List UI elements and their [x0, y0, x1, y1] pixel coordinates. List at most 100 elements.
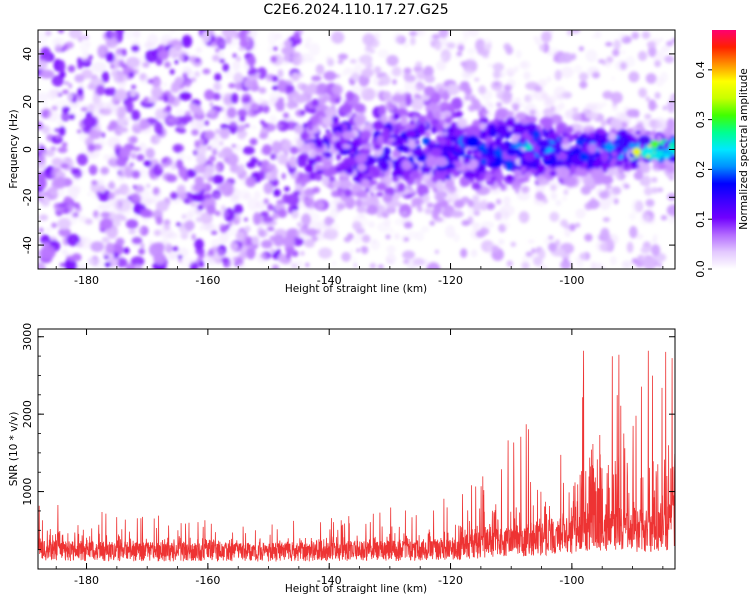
heatmap-cell	[191, 129, 199, 136]
heatmap-cell	[176, 151, 185, 162]
snr-y-ticks: 1000 2000 3000	[21, 323, 675, 551]
heatmap-cell	[277, 69, 284, 78]
heatmap-cell	[143, 160, 152, 167]
heatmap-cell	[643, 186, 653, 196]
heatmap-cell	[230, 92, 239, 104]
heatmap-cell	[418, 115, 426, 124]
heatmap-cell	[193, 164, 207, 174]
heatmap-cell	[550, 184, 557, 191]
heatmap-cell	[271, 264, 280, 269]
colorbar-tick-label: 0.4	[694, 61, 707, 79]
heatmap-cell	[414, 139, 420, 145]
heatmap-cell	[138, 142, 147, 154]
heatmap-cell	[575, 166, 582, 176]
heatmap-cell	[252, 212, 262, 226]
heatmap-cell	[131, 236, 143, 245]
heatmap-cell	[487, 41, 493, 46]
heatmap-cell	[212, 54, 220, 62]
x-tick-label: -160	[195, 274, 220, 287]
heatmap-cell	[239, 115, 246, 122]
heatmap-cell	[549, 47, 560, 56]
heatmap-cell	[656, 134, 662, 143]
heatmap-cell	[386, 55, 399, 67]
heatmap-cell	[606, 233, 619, 246]
heatmap-cell	[131, 84, 137, 90]
heatmap-cell	[361, 178, 370, 188]
colorbar-label: Normalized spectral amplitude	[738, 68, 750, 229]
heatmap-cell	[658, 262, 662, 268]
heatmap-cell	[426, 110, 434, 120]
heatmap-cell	[378, 264, 384, 269]
heatmap-cell	[116, 117, 128, 126]
heatmap-cell	[38, 198, 45, 203]
heatmap-cell	[444, 140, 453, 147]
heatmap-cell	[336, 189, 343, 197]
heatmap-cell	[266, 163, 277, 170]
heatmap-cell	[90, 241, 105, 253]
heatmap-cell	[564, 227, 571, 238]
heatmap-cell	[416, 184, 429, 198]
heatmap-cell	[168, 252, 178, 261]
heatmap-cell	[439, 55, 446, 61]
heatmap-cell	[176, 222, 182, 227]
heatmap-cell	[310, 154, 315, 159]
heatmap-cell	[422, 137, 430, 145]
colorbar: 0.0 0.1 0.2 0.3 0.4 Normalized spectral ampl…	[694, 30, 750, 278]
heatmap-cell	[39, 145, 45, 152]
heatmap-cell	[185, 155, 193, 162]
heatmap-cell	[232, 38, 238, 47]
heatmap-cell	[654, 60, 661, 68]
heatmap-cell	[587, 66, 600, 75]
heatmap-cell	[645, 199, 655, 207]
heatmap-cell	[88, 164, 98, 176]
heatmap-cell	[247, 197, 259, 211]
heatmap-cell	[444, 175, 453, 180]
heatmap-cell	[324, 106, 338, 118]
y-tick-label: 1000	[21, 478, 34, 506]
heatmap-cell	[315, 173, 323, 182]
heatmap-cell	[318, 94, 323, 101]
heatmap-cell	[228, 221, 233, 227]
heatmap-cell	[277, 208, 288, 218]
heatmap-cell	[369, 48, 375, 54]
heatmap-cell	[664, 55, 675, 64]
heatmap-cell	[222, 63, 230, 72]
heatmap-cell	[316, 69, 322, 75]
heatmap-cell	[237, 130, 247, 140]
heatmap-cell	[202, 172, 211, 180]
heatmap-cell	[450, 192, 461, 201]
heatmap-cell	[490, 180, 495, 186]
heatmap-cell	[88, 54, 93, 61]
heatmap-cell	[538, 248, 546, 260]
heatmap-cell	[221, 30, 237, 39]
heatmap-cell	[322, 93, 330, 103]
heatmap-cell	[59, 163, 69, 169]
heatmap-cell	[129, 135, 138, 144]
heatmap-cell	[225, 36, 232, 45]
heatmap-cell	[363, 61, 370, 67]
heatmap-cell	[282, 235, 296, 248]
heatmap-cell	[450, 135, 457, 143]
heatmap-cell	[314, 145, 325, 154]
heatmap-cell	[452, 170, 460, 178]
heatmap-cell	[59, 172, 66, 178]
heatmap-cell	[638, 135, 651, 146]
heatmap-cell	[415, 202, 425, 213]
heatmap-cell	[625, 128, 635, 134]
heatmap-cell	[155, 200, 169, 212]
heatmap-cell	[404, 80, 416, 91]
heatmap-cell	[39, 214, 49, 221]
x-tick-label: -180	[74, 274, 99, 287]
heatmap-cell	[104, 262, 112, 268]
heatmap-cell	[498, 238, 505, 245]
heatmap-cell	[331, 94, 341, 100]
heatmap-cell	[175, 159, 184, 170]
heatmap-cell	[600, 150, 610, 162]
heatmap-cell	[103, 255, 109, 260]
heatmap-cell	[640, 246, 651, 254]
heatmap-panel: -180 -160 -140 -120 -100 -40 -20 0 20 40 Height …	[8, 29, 676, 295]
heatmap-cell	[227, 115, 241, 127]
heatmap-cell	[540, 93, 549, 100]
heatmap-cell	[243, 78, 255, 89]
heatmap-cell	[77, 87, 84, 97]
